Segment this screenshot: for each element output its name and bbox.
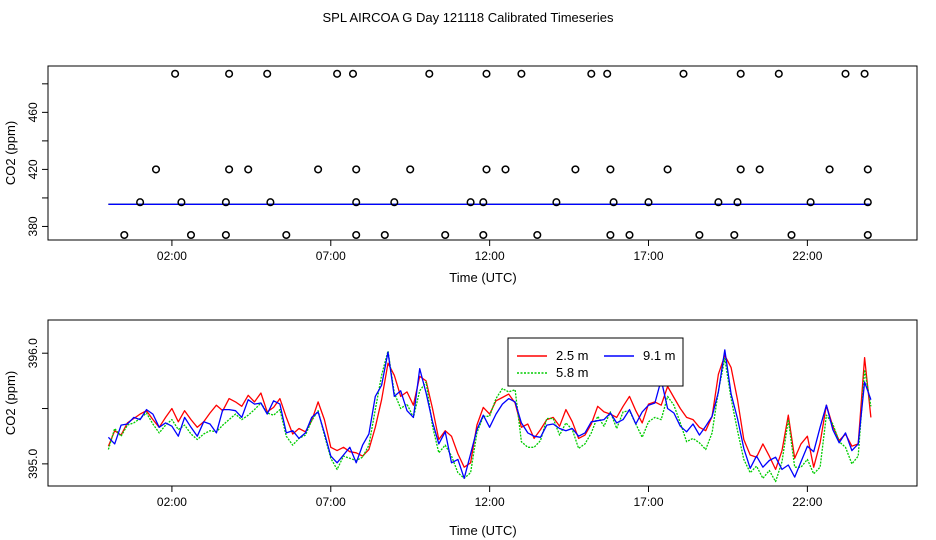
legend-label-9-1m: 9.1 m — [643, 348, 676, 363]
top-x-tick-label: 07:00 — [316, 249, 346, 263]
calibration-point — [482, 69, 491, 78]
calibration-point — [221, 230, 230, 240]
top-y-tick-label: 380 — [26, 216, 40, 236]
calibration-point — [587, 69, 596, 78]
calibration-point — [186, 230, 196, 240]
calibration-point — [787, 230, 796, 240]
calibration-point — [151, 165, 161, 174]
calibration-point — [695, 230, 704, 240]
calibration-point — [136, 198, 145, 207]
calibration-point — [441, 230, 450, 240]
bottom-x-tick-label: 02:00 — [157, 495, 187, 509]
calibration-point — [479, 198, 488, 207]
calibration-point — [736, 69, 745, 78]
bottom-x-axis-label: Time (UTC) — [449, 523, 516, 538]
figure-title: SPL AIRCOA G Day 121118 Calibrated Times… — [323, 10, 614, 25]
calibration-point — [221, 198, 230, 207]
calibration-point — [806, 198, 815, 207]
calibration-point — [863, 230, 872, 240]
calibration-point — [863, 198, 872, 207]
calibration-point — [517, 69, 526, 78]
legend: 2.5 m 5.8 m 9.1 m — [507, 337, 684, 387]
calibration-point — [609, 198, 618, 207]
series-line-9-1-m — [107, 349, 872, 479]
calibration-point — [603, 69, 612, 78]
calibration-point — [663, 165, 672, 174]
bottom-y-axis-label: CO2 (ppm) — [3, 371, 18, 435]
calibration-point — [263, 69, 272, 78]
bottom-x-tick-label: 07:00 — [316, 495, 346, 509]
calibration-point — [225, 165, 234, 174]
bottom-plot-marks: 02:00 07:00 12:00 17:00 22:00 395.0 396.0 — [26, 338, 872, 509]
calibration-point — [736, 165, 745, 174]
top-x-tick-label: 17:00 — [633, 249, 663, 263]
bottom-y-tick-label: 395.0 — [26, 449, 40, 479]
calibration-point — [730, 230, 739, 240]
calibration-point — [225, 69, 234, 78]
calibration-point — [380, 230, 389, 240]
top-y-tick-label: 420 — [26, 159, 40, 179]
calibration-point — [625, 230, 634, 240]
calibration-point — [679, 69, 688, 78]
calibration-point — [714, 198, 723, 207]
calibration-point — [606, 165, 615, 174]
bottom-x-tick-label: 22:00 — [792, 495, 822, 509]
series-line-2-5-m — [107, 354, 872, 471]
calibration-point — [755, 165, 764, 174]
calibration-point — [774, 69, 783, 78]
calibration-point — [841, 69, 850, 78]
top-x-tick-label: 22:00 — [792, 249, 822, 263]
calibration-point — [352, 198, 361, 207]
calibration-point — [479, 230, 488, 240]
top-x-tick-label: 12:00 — [475, 249, 505, 263]
calibration-point — [120, 230, 129, 240]
top-y-axis-label: CO2 (ppm) — [3, 121, 18, 185]
calibration-point — [571, 165, 580, 174]
top-y-tick-label: 460 — [26, 102, 40, 122]
calibration-point — [466, 198, 475, 207]
calibration-point — [266, 198, 275, 207]
bottom-x-tick-label: 17:00 — [633, 495, 663, 509]
calibration-point — [352, 230, 361, 240]
calibration-point — [644, 198, 653, 207]
top-x-axis-label: Time (UTC) — [449, 270, 516, 285]
calibration-point — [333, 69, 342, 78]
bottom-y-tick-label: 396.0 — [26, 338, 40, 368]
calibration-point — [501, 165, 510, 174]
legend-label-2-5m: 2.5 m — [556, 348, 589, 363]
calibration-point — [825, 165, 834, 174]
calibration-point — [533, 230, 542, 240]
top-x-tick-label: 02:00 — [157, 249, 187, 263]
calibration-point — [482, 165, 491, 174]
calibration-point — [733, 198, 742, 207]
calibration-point — [177, 198, 186, 207]
top-plot-marks: 02:00 07:00 12:00 17:00 22:00 380 420 460 — [26, 69, 872, 263]
legend-box — [507, 337, 684, 387]
calibration-point — [314, 165, 323, 174]
calibration-point — [244, 165, 253, 174]
legend-label-5-8m: 5.8 m — [556, 365, 589, 380]
bottom-plot-frame — [47, 319, 918, 487]
calibration-point — [352, 165, 361, 174]
calibration-point — [406, 165, 415, 174]
calibration-point — [860, 69, 869, 78]
calibration-point — [552, 198, 561, 207]
calibration-point — [606, 230, 615, 240]
calibration-point — [282, 230, 291, 240]
calibration-point — [348, 69, 358, 78]
bottom-x-tick-label: 12:00 — [475, 495, 505, 509]
calibration-point — [390, 198, 399, 207]
calibration-point — [171, 69, 180, 78]
calibration-point — [863, 165, 872, 174]
series-line-5-8-m — [107, 350, 872, 483]
calibration-point — [425, 69, 434, 78]
top-plot-frame — [47, 65, 918, 241]
